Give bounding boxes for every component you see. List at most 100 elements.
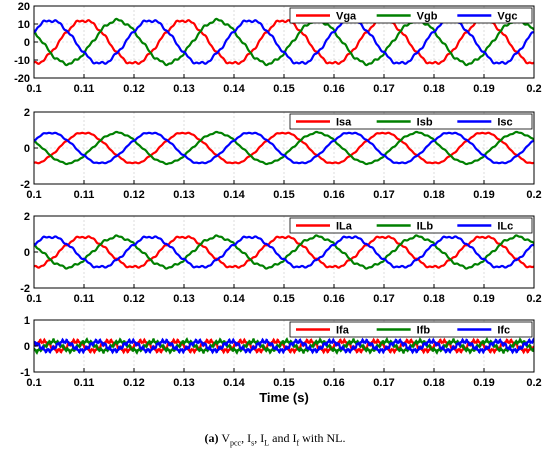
legend-label-Isa: Isa: [336, 117, 352, 129]
x-tick-label: 0.17: [373, 377, 394, 389]
panel-4: 0.1 0.11 0.12 0.13 0.14 0.15 0.16 0.17 0.18 0.19 0…: [20, 315, 541, 405]
legend-label-Vga: Vga: [336, 11, 357, 23]
x-tick-label: 0.12: [123, 293, 144, 305]
x-tick-label: 0.12: [123, 377, 144, 389]
x-tick-label: 0.15: [273, 83, 294, 95]
x-tick-label: 0.13: [173, 293, 194, 305]
x-tick-label: 0.15: [273, 189, 294, 201]
y-tick-label: 0: [24, 247, 30, 259]
x-tick-label: 0.13: [173, 189, 194, 201]
x-tick-label: 0.1: [26, 293, 41, 305]
x-tick-label: 0.13: [173, 377, 194, 389]
y-tick-label: 10: [18, 19, 30, 31]
legend-label-ILa: ILa: [336, 221, 353, 233]
caption-sep1: , I: [241, 431, 252, 445]
x-tick-label: 0.15: [273, 377, 294, 389]
y-tick-label: -20: [14, 73, 30, 85]
legend-label-ILb: ILb: [417, 221, 434, 233]
x-tick-label: 0.17: [373, 293, 394, 305]
series-line-ILb: [34, 234, 534, 270]
legend-label-Vgb: Vgb: [417, 11, 438, 23]
x-tick-label: 0.18: [423, 83, 444, 95]
legend-label-Isb: Isb: [417, 117, 433, 129]
x-tick-label: 0.14: [223, 293, 245, 305]
y-tick-label: 0: [24, 37, 30, 49]
x-tick-label: 0.19: [473, 189, 494, 201]
legend-label-Isc: Isc: [497, 117, 512, 129]
x-tick-label: 0.2: [526, 377, 541, 389]
caption-sub-s: s: [251, 438, 255, 448]
legend: Vga Vgb Vgc: [289, 7, 533, 24]
x-tick-label: 0.16: [323, 377, 344, 389]
x-tick-label: 0.18: [423, 293, 444, 305]
x-tick-label: 0.16: [323, 189, 344, 201]
x-tick-label: 0.14: [223, 189, 245, 201]
y-tick-label: 20: [18, 1, 30, 13]
legend-label-Ifc: Ifc: [497, 325, 510, 337]
y-tick-label: 2: [24, 107, 30, 119]
y-tick-label: -10: [14, 55, 30, 67]
caption-sub-f: f: [296, 438, 300, 448]
series-line-Ifa: [34, 337, 534, 355]
panel-1: 0.1 0.11 0.12 0.13 0.14 0.15 0.16 0.17 0.18 0.19 0…: [14, 1, 542, 95]
y-tick-label: -2: [20, 283, 30, 295]
legend: Isa Isb Isc: [289, 113, 533, 130]
x-tick-label: 0.18: [423, 189, 444, 201]
legend: ILa ILb ILc: [289, 217, 533, 234]
y-tick-label: -1: [20, 367, 30, 379]
x-tick-label: 0.11: [74, 293, 95, 305]
x-tick-label: 0.12: [123, 83, 144, 95]
legend-box: [289, 7, 533, 24]
series-line-Isc: [34, 131, 534, 165]
x-tick-label: 0.11: [74, 189, 95, 201]
legend-box: [289, 113, 533, 130]
y-tick-label: 2: [24, 211, 30, 223]
x-tick-label: 0.17: [373, 83, 394, 95]
x-tick-label: 0.11: [74, 377, 95, 389]
series-line-ILc: [34, 235, 534, 269]
caption-sub-l: L: [264, 438, 270, 448]
x-tick-label: 0.17: [373, 189, 394, 201]
legend-box: [289, 321, 533, 338]
panel-3: 0.1 0.11 0.12 0.13 0.14 0.15 0.16 0.17 0.18 0.19 0…: [20, 211, 541, 305]
series-line-Ifb: [34, 337, 534, 355]
caption-tail: with NL.: [299, 431, 346, 445]
legend-box: [289, 217, 533, 234]
legend-label-ILc: ILc: [497, 221, 513, 233]
caption-sep2: , I: [254, 431, 265, 445]
legend-label-Vgc: Vgc: [497, 11, 517, 23]
x-tick-label: 0.14: [223, 377, 245, 389]
x-axis-label: Time (s): [259, 390, 309, 405]
y-tick-label: -2: [20, 179, 30, 191]
legend-label-Ifa: Ifa: [336, 325, 350, 337]
y-tick-label: 0: [24, 341, 30, 353]
x-tick-label: 0.12: [123, 189, 144, 201]
x-tick-label: 0.16: [323, 293, 344, 305]
caption-label: (a): [204, 431, 219, 445]
x-tick-label: 0.1: [26, 83, 41, 95]
caption-sub-pcc: pcc: [230, 438, 242, 448]
x-tick-label: 0.2: [526, 189, 541, 201]
figure-caption: (a) Vpcc, Is, IL and If with NL.: [0, 431, 550, 447]
x-tick-label: 0.19: [473, 377, 494, 389]
x-tick-label: 0.13: [173, 83, 194, 95]
x-tick-label: 0.19: [473, 293, 494, 305]
x-tick-label: 0.11: [74, 83, 95, 95]
panel-2: 0.1 0.11 0.12 0.13 0.14 0.15 0.16 0.17 0.18 0.19 0…: [20, 107, 541, 201]
series-line-Vgb: [34, 17, 534, 67]
caption-sep3: and I: [269, 431, 297, 445]
x-tick-label: 0.2: [526, 293, 541, 305]
x-tick-label: 0.14: [223, 83, 245, 95]
x-tick-label: 0.18: [423, 377, 444, 389]
y-tick-label: 0: [24, 143, 30, 155]
legend-label-Ifb: Ifb: [417, 325, 431, 337]
series-line-Ifc: [34, 337, 534, 355]
figure: 0.1 0.11 0.12 0.13 0.14 0.15 0.16 0.17 0.18 0.19 0…: [14, 1, 542, 405]
x-tick-label: 0.19: [473, 83, 494, 95]
caption-text: V: [221, 431, 230, 445]
legend: Ifa Ifb Ifc: [289, 321, 533, 338]
x-tick-label: 0.15: [273, 293, 294, 305]
x-tick-label: 0.1: [26, 189, 41, 201]
x-tick-label: 0.1: [26, 377, 41, 389]
x-tick-label: 0.16: [323, 83, 344, 95]
